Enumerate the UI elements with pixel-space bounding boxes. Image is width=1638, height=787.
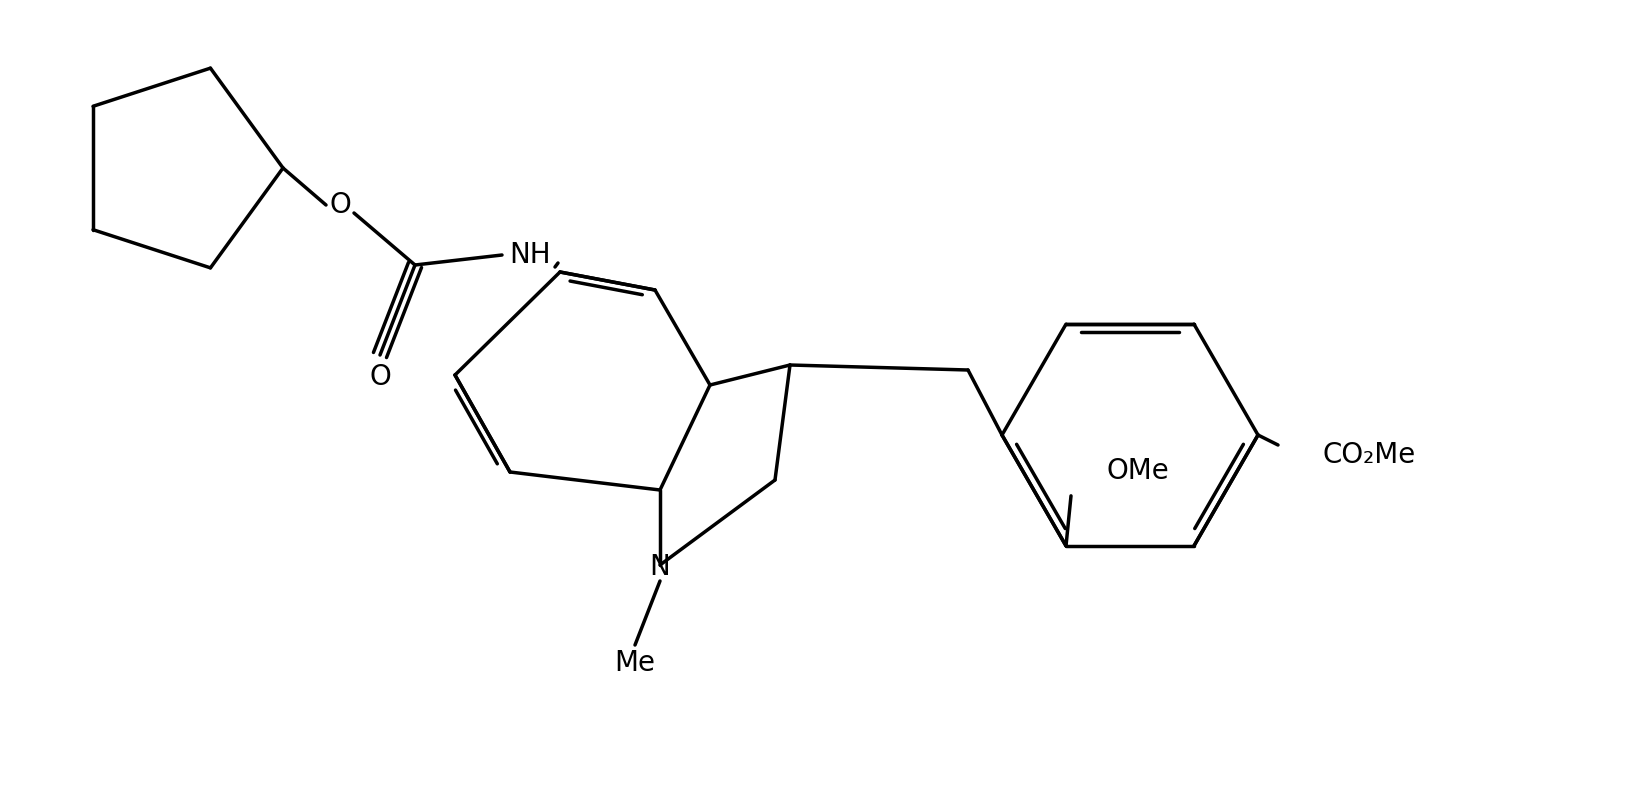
Text: O: O <box>369 363 391 391</box>
Text: CO₂Me: CO₂Me <box>1324 441 1417 469</box>
Text: Me: Me <box>614 649 655 677</box>
Text: O: O <box>329 191 351 219</box>
Text: NH: NH <box>509 241 550 269</box>
Text: OMe: OMe <box>1106 456 1170 485</box>
Text: N: N <box>650 553 670 581</box>
